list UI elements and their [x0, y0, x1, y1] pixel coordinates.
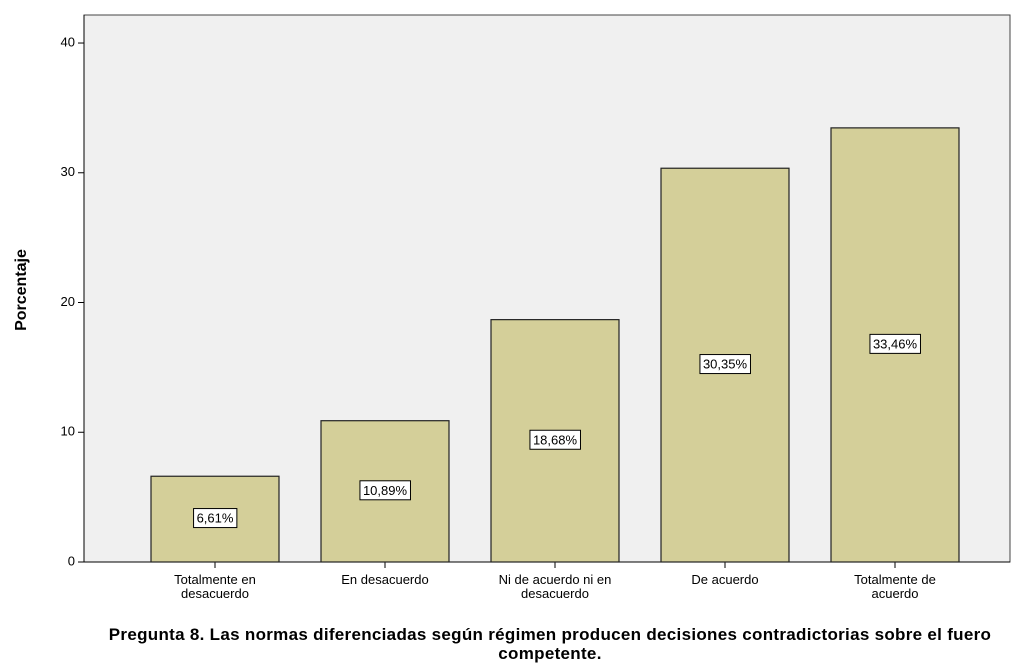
x-tick-label: De acuerdo	[691, 572, 759, 587]
value-label: 10,89%	[363, 483, 408, 498]
x-tick-label: Ni de acuerdo ni en desacuerdo	[498, 572, 612, 601]
y-tick-label: 10	[61, 424, 75, 439]
value-label: 6,61%	[197, 511, 234, 526]
chart-title: Pregunta 8. Las normas diferenciadas seg…	[108, 625, 992, 663]
x-tick-label: Totalmente en desacuerdo	[174, 572, 256, 601]
value-label-box	[193, 508, 238, 529]
value-label-box	[359, 480, 411, 501]
y-tick-label: 20	[61, 294, 75, 309]
value-label-box	[699, 354, 751, 375]
value-label: 33,46%	[873, 336, 918, 351]
x-tick-label: Totalmente de acuerdo	[854, 572, 936, 601]
y-tick-label: 40	[61, 34, 75, 49]
value-label: 18,68%	[533, 432, 578, 447]
y-tick-label: 30	[61, 164, 75, 179]
value-label-box	[529, 429, 581, 450]
bar	[320, 420, 450, 563]
value-label: 30,35%	[703, 357, 748, 372]
x-tick-label: En desacuerdo	[341, 572, 429, 587]
value-label-box	[869, 333, 921, 354]
y-axis-label: Porcentaje	[13, 249, 30, 331]
y-tick-label: 0	[68, 553, 75, 568]
